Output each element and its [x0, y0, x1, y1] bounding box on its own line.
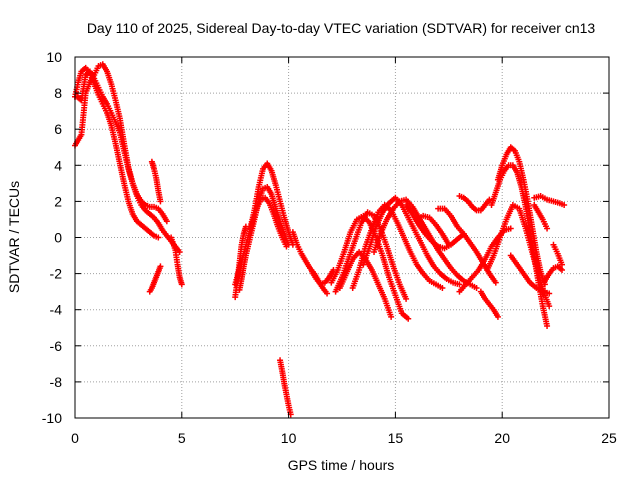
series-arc-10 [247, 160, 296, 248]
y-tick-label: -2 [50, 266, 63, 282]
data-point [559, 266, 566, 273]
data-point [157, 263, 164, 270]
y-tick-label: 2 [54, 193, 62, 209]
data-point [155, 234, 162, 241]
series-arc-6 [168, 234, 185, 288]
data-point [439, 285, 446, 292]
y-axis-label: SDTVAR / TECUs [6, 181, 22, 293]
series-arc-24 [456, 225, 514, 295]
x-tick-label: 10 [281, 430, 297, 446]
axis-ticks: 0 5 10 15 20 25 -10 -8 -6 -4 -2 0 2 4 6 8 10 [42, 49, 617, 446]
x-tick-label: 15 [388, 430, 404, 446]
y-tick-label: 10 [46, 49, 62, 65]
x-tick-label: 0 [71, 430, 79, 446]
y-tick-label: -6 [50, 338, 63, 354]
data-point [388, 313, 395, 320]
y-tick-label: 6 [54, 121, 62, 137]
data-point [473, 285, 480, 292]
data-point [157, 198, 164, 205]
y-tick-label: 0 [54, 230, 62, 246]
series-arc-5 [148, 158, 164, 205]
data-point [163, 218, 170, 225]
data-point [405, 315, 412, 322]
y-tick-label: 8 [54, 85, 62, 101]
data-point [544, 225, 551, 232]
data-point [445, 241, 452, 248]
series-arc-2 [72, 61, 170, 225]
chart-title: Day 110 of 2025, Sidereal Day-to-day VTE… [87, 20, 596, 36]
series-arc-21 [413, 212, 452, 248]
data-points [72, 61, 568, 418]
x-tick-label: 25 [601, 430, 617, 446]
series-arc-11 [277, 357, 294, 418]
data-point [403, 295, 410, 302]
series-arc-12 [289, 229, 331, 297]
x-axis-label: GPS time / hours [288, 457, 395, 473]
data-point [544, 322, 551, 329]
series-arc-3 [72, 68, 183, 255]
y-tick-label: -4 [50, 302, 63, 318]
series-arc-28 [494, 144, 548, 288]
y-tick-label: -8 [50, 374, 63, 390]
y-tick-label: 4 [54, 157, 62, 173]
data-point [561, 202, 568, 209]
x-tick-label: 5 [178, 430, 186, 446]
series-arc-13 [309, 266, 337, 288]
series-arc-29 [507, 252, 553, 297]
series-arc-4 [146, 263, 164, 295]
data-point [494, 313, 501, 320]
data-point [178, 281, 185, 288]
series-arc-18 [360, 194, 463, 288]
data-point [492, 279, 499, 286]
series-arc-23 [456, 192, 493, 214]
series-arc-30 [531, 192, 568, 209]
data-point [456, 281, 463, 288]
x-tick-label: 20 [494, 430, 510, 446]
series-arc-32 [541, 263, 566, 284]
data-point [546, 303, 553, 310]
data-point [486, 196, 493, 203]
data-point [507, 225, 514, 232]
series-arc-33 [550, 241, 566, 268]
series-arc-17 [349, 202, 446, 292]
data-point [559, 261, 566, 268]
series-arc-31 [531, 202, 551, 232]
y-tick-label: -10 [42, 410, 62, 426]
series-arc-25 [477, 288, 501, 320]
data-point [283, 243, 290, 250]
data-point [324, 290, 331, 297]
data-point [546, 290, 553, 297]
series-arc-14 [328, 212, 412, 322]
